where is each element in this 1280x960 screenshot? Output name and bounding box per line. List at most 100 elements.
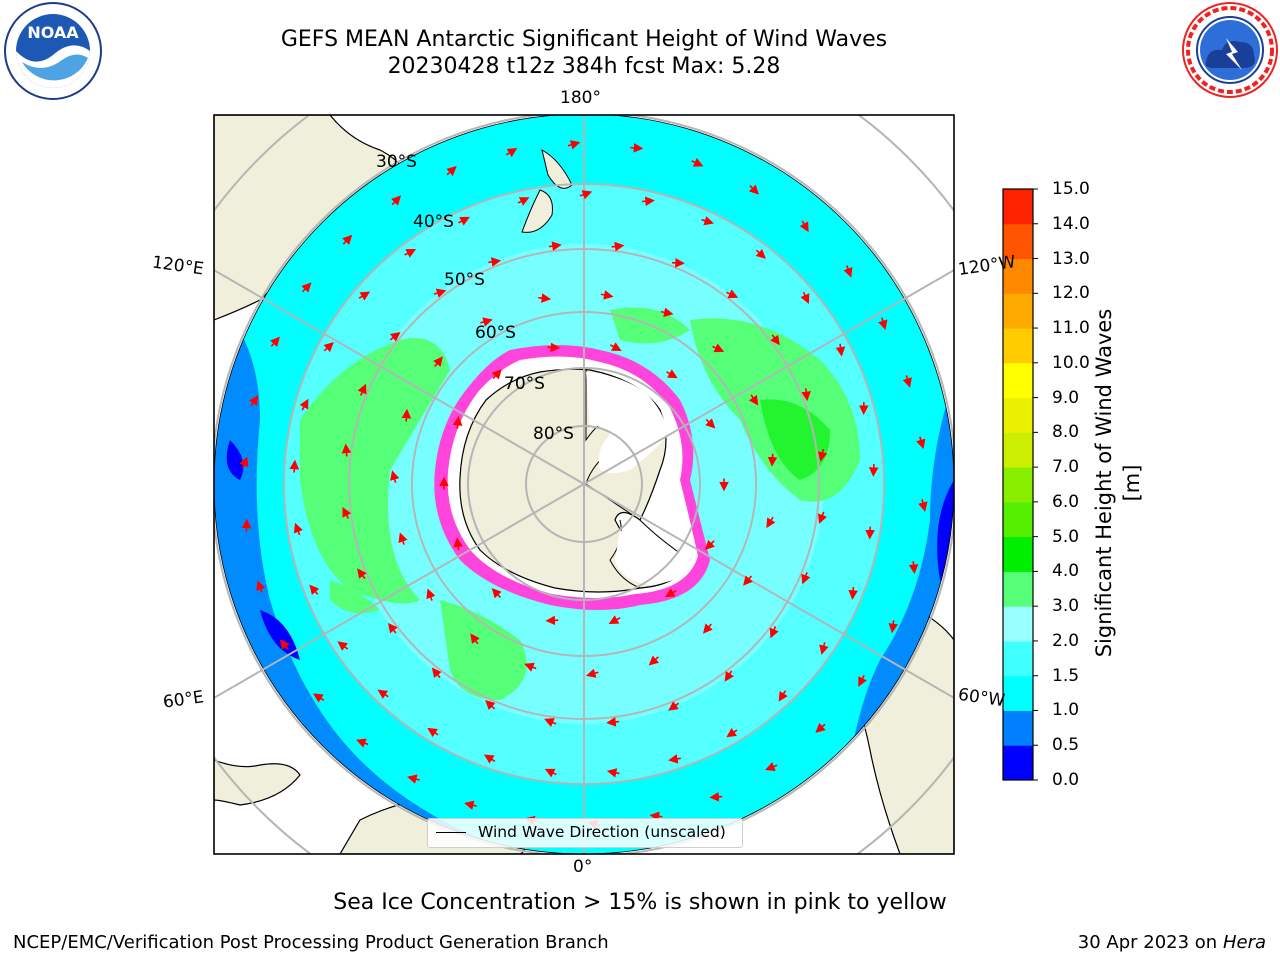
wind-wave-arrow — [778, 690, 788, 702]
wind-wave-arrow — [387, 622, 398, 634]
wind-wave-arrow — [545, 615, 559, 626]
wind-wave-arrow — [505, 147, 518, 158]
wind-wave-arrow — [470, 633, 480, 645]
wind-wave-arrow — [705, 418, 716, 429]
wind-wave-arrow — [249, 395, 259, 407]
wind-wave-arrow — [799, 220, 809, 233]
wind-wave-arrow — [341, 443, 352, 457]
wind-wave-arrow — [357, 568, 367, 580]
wind-wave-arrow — [548, 241, 562, 251]
colorbar-segment — [1003, 293, 1033, 329]
map-legend: Wind Wave Direction (unscaled) — [427, 818, 743, 848]
wind-wave-arrow — [908, 561, 919, 575]
lat-label-30s: 30°S — [376, 152, 417, 172]
colorbar-tick-label: 8.0 — [1052, 422, 1080, 443]
colorbar-tick-label: 1.0 — [1052, 700, 1080, 721]
chart-title: GEFS MEAN Antarctic Significant Height o… — [280, 27, 888, 52]
wind-wave-arrow — [748, 394, 759, 406]
colorbar-segment — [1003, 223, 1033, 260]
wind-wave-arrow — [431, 667, 442, 679]
colorbar-segment — [1003, 606, 1033, 642]
wind-wave-arrow — [755, 248, 766, 259]
wind-wave-arrow — [491, 588, 502, 599]
noaa-logo: NOAA — [4, 2, 102, 100]
wind-wave-arrow — [279, 639, 290, 650]
wind-wave-arrow — [377, 689, 389, 699]
wind-wave-arrow — [567, 140, 581, 150]
wind-wave-arrow — [427, 727, 439, 738]
legend-line-icon — [436, 832, 466, 833]
wind-wave-arrow — [858, 674, 867, 687]
wind-wave-arrow — [390, 470, 400, 483]
colorbar-tick-label: 1.5 — [1052, 665, 1080, 686]
wind-wave-arrow — [709, 792, 723, 802]
colorbar-tick-label: 13.0 — [1052, 248, 1090, 269]
sea-ice-note: Sea Ice Concentration > 15% is shown in … — [333, 890, 947, 915]
wind-wave-arrow — [356, 738, 369, 748]
wind-wave-arrow — [902, 375, 912, 388]
wind-wave-arrow — [843, 265, 853, 278]
wind-wave-arrow — [600, 290, 614, 300]
lat-label-60s: 60°S — [475, 323, 516, 343]
colorbar-segment — [1003, 397, 1033, 433]
wind-wave-arrow — [433, 356, 443, 367]
footer-credit: NCEP/EMC/Verification Post Processing Pr… — [13, 932, 609, 953]
colorbar-tick-label: 12.0 — [1052, 283, 1090, 304]
nws-logo — [1182, 2, 1278, 98]
colorbar-tick-label: 6.0 — [1052, 491, 1080, 512]
colorbar-segment — [1003, 432, 1033, 468]
wind-wave-arrow — [664, 588, 677, 598]
colorbar-tick-label: 11.0 — [1052, 318, 1090, 339]
colorbar-tick-label: 3.0 — [1052, 596, 1080, 617]
wind-wave-arrow — [256, 580, 266, 593]
colorbar-tick-label: 7.0 — [1052, 457, 1080, 478]
wind-wave-arrow — [918, 499, 928, 512]
lat-label-40s: 40°S — [413, 212, 454, 232]
wind-wave-arrow — [398, 532, 408, 545]
wind-wave-arrow — [743, 575, 753, 586]
wind-wave-arrow — [801, 572, 811, 585]
colorbar-tick-label: 9.0 — [1052, 387, 1080, 408]
wind-wave-arrow — [691, 157, 704, 167]
wind-wave-arrow — [488, 257, 502, 267]
footer-date: 30 Apr 2023 on Hera — [1078, 932, 1266, 953]
wind-wave-arrow — [309, 584, 320, 595]
wind-wave-arrow — [269, 336, 280, 347]
wind-wave-arrow — [389, 332, 401, 342]
wind-wave-arrow — [299, 398, 309, 411]
wind-wave-arrow — [702, 623, 713, 634]
wind-wave-arrow — [701, 216, 714, 226]
wind-wave-arrow — [407, 774, 420, 784]
colorbar-tick-label: 15.0 — [1052, 179, 1090, 199]
wind-wave-arrow — [671, 258, 685, 268]
wind-wave-arrow — [357, 383, 367, 396]
wind-wave-arrow — [342, 234, 353, 245]
wind-wave-arrow — [712, 343, 725, 353]
wind-wave-arrow — [819, 642, 829, 655]
wind-wave-arrow — [491, 369, 502, 380]
wind-wave-arrow — [301, 282, 312, 293]
colorbar-border — [1002, 188, 1034, 781]
colorbar-tick-label: 0.0 — [1052, 770, 1080, 790]
wind-wave-arrow — [401, 408, 412, 422]
lat-label-80s: 80°S — [533, 424, 574, 444]
wind-wave-arrow — [464, 800, 477, 810]
wind-wave-arrow — [606, 717, 620, 727]
footer-date-text: 30 Apr 2023 on — [1077, 932, 1223, 953]
colorbar-label: Significant Height of Wind Waves [m] — [1092, 308, 1144, 658]
wind-wave-arrow — [337, 641, 349, 651]
wind-wave-arrow — [649, 811, 663, 822]
wind-wave-arrow — [293, 522, 303, 536]
wind-wave-arrow — [446, 166, 457, 177]
wind-wave-arrow — [452, 415, 463, 429]
wind-wave-arrow — [544, 768, 557, 778]
wind-wave-arrow — [769, 626, 779, 639]
wind-wave-arrow — [630, 143, 644, 153]
colorbar-segment — [1003, 501, 1033, 538]
wind-wave-arrow — [868, 463, 879, 477]
colorbar-segment — [1003, 189, 1033, 225]
wind-wave-arrow — [485, 700, 496, 711]
lat-label-70s: 70°S — [504, 374, 545, 394]
wind-wave-arrow — [815, 722, 826, 733]
